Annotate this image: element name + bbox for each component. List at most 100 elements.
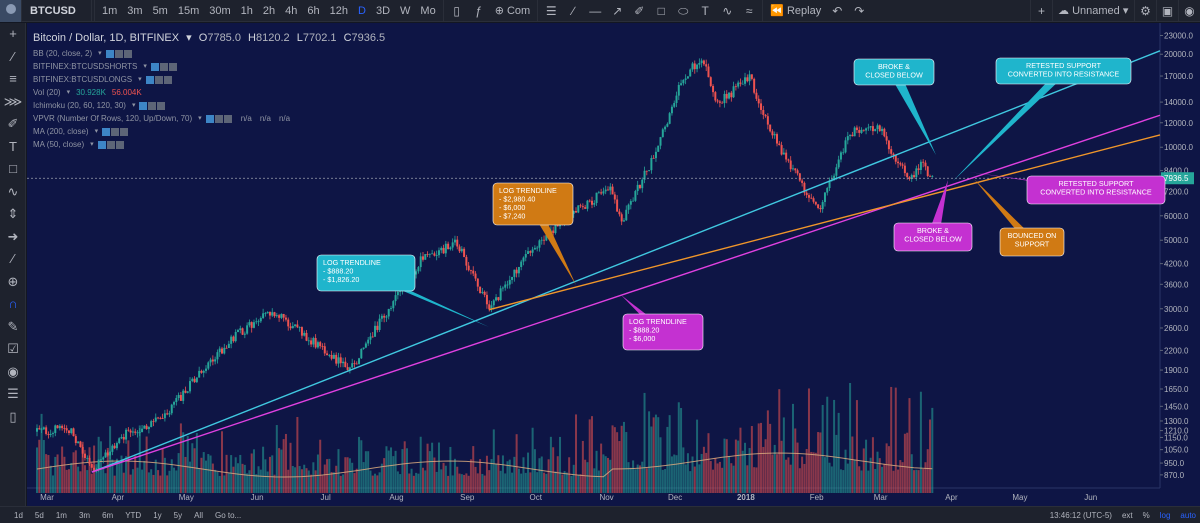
- settings-gear-icon[interactable]: [148, 101, 157, 110]
- trash-icon[interactable]: ▯: [9, 408, 17, 424]
- redo-icon[interactable]: ↷: [854, 3, 865, 18]
- timeframe-4h[interactable]: 4h: [285, 4, 298, 17]
- range-1y[interactable]: 1y: [153, 510, 162, 520]
- lock-icon[interactable]: ☑: [7, 341, 19, 356]
- timeframe-12h[interactable]: 12h: [329, 4, 349, 17]
- candles-icon[interactable]: ▯: [453, 3, 460, 18]
- eye-icon[interactable]: [205, 114, 214, 123]
- chevron-down-icon[interactable]: ▾: [143, 63, 147, 70]
- timeframe-1m[interactable]: 1m: [102, 4, 118, 17]
- eye-icon[interactable]: ◉: [7, 363, 19, 379]
- forecast-icon[interactable]: ≈: [745, 3, 753, 18]
- range-5y[interactable]: 5y: [173, 510, 183, 520]
- magnet-icon[interactable]: ∩: [8, 296, 18, 311]
- arrow-icon[interactable]: ➜: [7, 228, 19, 244]
- timeframe-mo[interactable]: Mo: [420, 4, 436, 17]
- auto-toggle[interactable]: auto: [1180, 511, 1196, 520]
- brush-icon[interactable]: ✐: [7, 116, 19, 131]
- pitchfork-icon[interactable]: ⋙: [3, 93, 23, 109]
- brush-icon[interactable]: ✐: [634, 3, 645, 18]
- camera-icon[interactable]: ◉: [1178, 0, 1200, 22]
- comment-icon[interactable]: □: [9, 161, 17, 176]
- eye-icon[interactable]: [150, 62, 159, 71]
- symbol-search[interactable]: BTCUSD: [22, 0, 92, 22]
- timeframe-6h[interactable]: 6h: [307, 4, 320, 17]
- timeframe-5m[interactable]: 5m: [152, 4, 168, 17]
- range-ytd[interactable]: YTD: [125, 510, 142, 520]
- trend-line-icon[interactable]: ∕: [11, 48, 15, 64]
- range-1m[interactable]: 1m: [55, 510, 67, 520]
- add-icon[interactable]: +: [1030, 0, 1052, 22]
- indicator-row[interactable]: Ichimoku (20, 60, 120, 30) ▾: [33, 99, 385, 112]
- close-icon[interactable]: [123, 49, 132, 58]
- settings-gear-icon[interactable]: [214, 114, 223, 123]
- crosshair-icon[interactable]: +: [9, 26, 17, 41]
- indicator-row[interactable]: MA (200, close) ▾: [33, 125, 385, 138]
- chevron-down-icon[interactable]: ▾: [94, 128, 99, 135]
- chevron-down-icon[interactable]: ▾: [186, 32, 192, 44]
- indicator-row[interactable]: VPVR (Number Of Rows, 120, Up/Down, 70) ▾…: [33, 112, 385, 125]
- layers-icon[interactable]: ☰: [7, 386, 19, 401]
- chevron-down-icon[interactable]: ▾: [138, 76, 142, 83]
- ray-icon[interactable]: ↗: [612, 3, 623, 18]
- indicator-row[interactable]: BB (20, close, 2) ▾: [33, 47, 385, 60]
- range-5d[interactable]: 5d: [34, 510, 44, 520]
- timeframe-3d[interactable]: 3D: [375, 4, 391, 17]
- timeframe-30m[interactable]: 30m: [209, 4, 231, 17]
- eye-icon[interactable]: [105, 49, 114, 58]
- indicator-row[interactable]: BITFINEX:BTCUSDSHORTS ▾: [33, 60, 385, 73]
- text-icon[interactable]: T: [701, 3, 709, 18]
- compare-button[interactable]: ⊕ Com: [494, 4, 531, 17]
- indicators-icon[interactable]: ƒ: [475, 3, 483, 18]
- settings-gear-icon[interactable]: ⚙: [1134, 0, 1156, 22]
- text-icon[interactable]: T: [9, 138, 17, 154]
- range-goto[interactable]: Go to...: [214, 510, 242, 520]
- close-icon[interactable]: [120, 127, 129, 136]
- cursor-icon[interactable]: ☰: [545, 3, 557, 18]
- settings-gear-icon[interactable]: [106, 140, 115, 149]
- close-icon[interactable]: [163, 75, 172, 84]
- close-icon[interactable]: [168, 62, 177, 71]
- settings-gear-icon[interactable]: [159, 62, 168, 71]
- chevron-down-icon[interactable]: ▾: [131, 102, 136, 109]
- pattern-icon[interactable]: ∿: [722, 3, 733, 18]
- user-avatar[interactable]: [0, 0, 22, 22]
- pattern-icon[interactable]: ∿: [7, 183, 19, 199]
- chevron-down-icon[interactable]: ▾: [66, 89, 71, 96]
- fullscreen-icon[interactable]: ▣: [1156, 0, 1178, 22]
- close-icon[interactable]: [157, 101, 166, 110]
- zoom-icon[interactable]: ⊕: [7, 273, 19, 289]
- settings-gear-icon[interactable]: [114, 49, 123, 58]
- chevron-down-icon[interactable]: ▾: [98, 50, 102, 57]
- settings-gear-icon[interactable]: [154, 75, 163, 84]
- timeframe-2h[interactable]: 2h: [262, 4, 276, 17]
- chart-area[interactable]: 870.0 950.0 1050.0 1150.0 1210.0 1300.0 1450.0…: [27, 23, 1200, 506]
- settings-gear-icon[interactable]: [111, 127, 120, 136]
- pencil-lock-icon[interactable]: ✎: [7, 318, 19, 334]
- ext-toggle[interactable]: ext: [1121, 511, 1133, 520]
- close-icon[interactable]: [223, 114, 232, 123]
- timeframe-d[interactable]: D: [358, 4, 366, 17]
- indicator-row[interactable]: Vol (20) ▾ 30.928K 56.004K: [33, 86, 385, 99]
- eye-icon[interactable]: [145, 75, 154, 84]
- indicator-row[interactable]: BITFINEX:BTCUSDLONGS ▾: [33, 73, 385, 86]
- chevron-down-icon[interactable]: ▾: [90, 141, 94, 148]
- chevron-down-icon[interactable]: ▾: [198, 115, 202, 122]
- eye-icon[interactable]: [97, 140, 106, 149]
- measure-icon[interactable]: ∕: [11, 251, 15, 266]
- replay-button[interactable]: ⏪ Replay: [770, 4, 822, 17]
- horizontal-line-icon[interactable]: —: [589, 3, 602, 18]
- percent-toggle[interactable]: %: [1142, 511, 1150, 520]
- ellipse-icon[interactable]: ⬭: [678, 3, 689, 18]
- layout-button[interactable]: ☁ Unnamed ▾: [1052, 0, 1134, 22]
- range-1d[interactable]: 1d: [14, 510, 23, 520]
- horizontal-lines-icon[interactable]: ≡: [9, 71, 17, 86]
- timeframe-w[interactable]: W: [400, 4, 411, 17]
- log-toggle[interactable]: log: [1159, 511, 1171, 520]
- eye-icon[interactable]: [139, 101, 148, 110]
- trend-line-icon[interactable]: ∕: [572, 3, 575, 18]
- timeframe-1h[interactable]: 1h: [240, 4, 253, 17]
- range-3m[interactable]: 3m: [78, 510, 91, 520]
- close-icon[interactable]: [115, 140, 124, 149]
